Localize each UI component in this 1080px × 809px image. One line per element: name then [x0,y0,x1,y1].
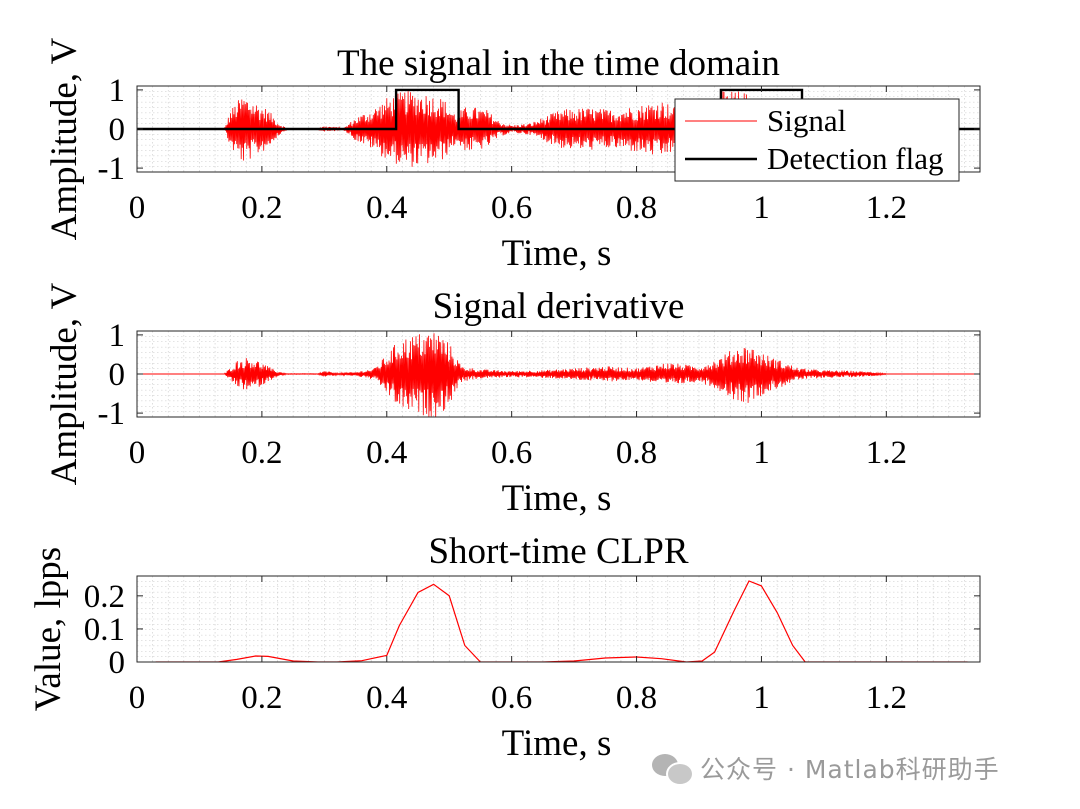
x-tick-label: 0 [129,680,146,716]
x-tick-label: 1 [753,680,770,716]
legend-entry: Signal [767,103,846,138]
x-tick-label: 0.6 [491,680,532,716]
x-tick-label: 1.2 [866,435,907,471]
x-tick-label: 0.2 [241,190,282,226]
x-tick-label: 0 [129,435,146,471]
y-tick-label: 0.2 [84,579,125,615]
y-tick-label: 1 [109,318,126,354]
x-axis-label: Time, s [502,478,612,519]
y-axis-label: Amplitude, V [44,282,85,485]
y-tick-label: 0.1 [84,612,125,648]
chart-title: Signal derivative [433,286,685,327]
x-axis-label: Time, s [502,723,612,764]
x-tick-label: 0 [129,190,146,226]
legend-entry: Detection flag [767,141,943,176]
legend-box [674,98,960,182]
chart-title: Short-time CLPR [428,531,688,572]
x-tick-label: 0.6 [491,190,532,226]
x-tick-label: 0.2 [241,680,282,716]
x-tick-label: 0.2 [241,435,282,471]
x-tick-label: 0.8 [616,190,657,226]
y-axis-label: Value, lpps [28,547,69,711]
x-tick-label: 0.8 [616,435,657,471]
y-axis-label: Amplitude, V [44,37,85,240]
plot-area [155,580,968,662]
x-tick-label: 0.4 [366,435,407,471]
x-tick-label: 0.4 [366,190,407,226]
wechat-icon [652,752,694,786]
x-tick-label: 1 [753,435,770,471]
series-line-signal [218,333,899,417]
x-tick-label: 0.4 [366,680,407,716]
chart-title: The signal in the time domain [337,43,780,84]
x-tick-label: 0.6 [491,435,532,471]
x-tick-label: 1.2 [866,190,907,226]
y-tick-label: -1 [98,396,126,432]
y-tick-label: 1 [109,73,126,109]
y-tick-label: 0 [109,357,126,393]
y-tick-label: -1 [98,151,126,187]
x-tick-label: 0.8 [616,680,657,716]
y-tick-label: 0 [109,112,126,148]
x-tick-label: 1 [753,190,770,226]
plot-area [137,333,980,417]
watermark: 公众号 · Matlab科研助手 [652,748,1000,788]
watermark-text: 公众号 · Matlab科研助手 [700,755,1000,784]
y-tick-label: 0 [109,645,126,681]
x-axis-label: Time, s [502,233,612,274]
series-line-clpr [155,580,968,662]
axes-box [136,575,981,663]
minor-grid [136,575,981,663]
x-tick-label: 1.2 [866,680,907,716]
